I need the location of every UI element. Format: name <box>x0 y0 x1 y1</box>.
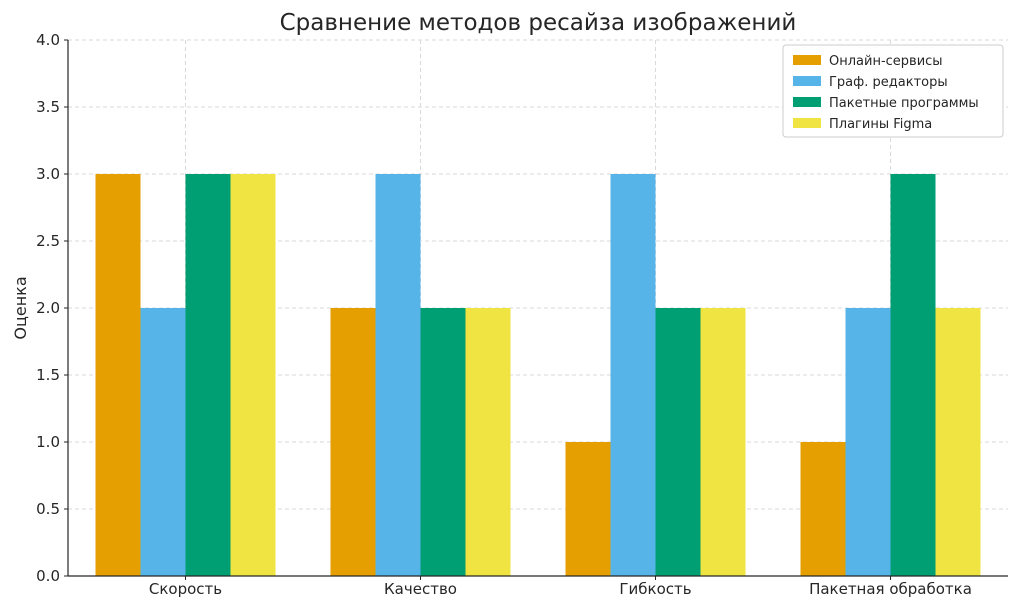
y-tick-label: 1.5 <box>36 366 60 384</box>
bar-2-1 <box>140 308 186 576</box>
x-tick-label: Качество <box>384 580 457 598</box>
bar-1-4 <box>800 442 846 576</box>
legend-label: Плагины Figma <box>829 117 932 132</box>
bar-2-4 <box>845 308 891 576</box>
bars <box>95 174 981 576</box>
chart-title: Сравнение методов ресайза изображений <box>280 10 797 36</box>
legend-label: Граф. редакторы <box>829 75 948 90</box>
bar-3-1 <box>185 174 231 576</box>
bar-3-4 <box>890 174 936 576</box>
x-tick-label: Пакетная обработка <box>809 580 972 598</box>
legend-box <box>782 44 1004 138</box>
bar-4-1 <box>230 174 276 576</box>
bar-2-2 <box>375 174 421 576</box>
y-tick-label: 1.0 <box>36 433 60 451</box>
x-tick-label: Гибкость <box>619 580 691 598</box>
bar-1-2 <box>330 308 376 576</box>
y-tick-label: 3.0 <box>36 165 60 183</box>
bar-4-2 <box>465 308 511 576</box>
y-tick-label: 2.0 <box>36 299 60 317</box>
x-tick-label: Скорость <box>149 580 222 598</box>
legend-swatch <box>793 118 821 128</box>
y-tick-label: 4.0 <box>36 31 60 49</box>
bar-3-3 <box>655 308 701 576</box>
y-tick-label: 0.5 <box>36 500 60 518</box>
legend: Онлайн-сервисы Граф. редакторы Пакетные пр… <box>782 44 1004 138</box>
legend-label: Пакетные программы <box>829 96 979 111</box>
bar-1-1 <box>95 174 141 576</box>
bar-4-3 <box>700 308 746 576</box>
y-tick-label: 0.0 <box>36 567 60 585</box>
bar-4-4 <box>935 308 981 576</box>
bar-2-3 <box>610 174 656 576</box>
legend-label: Онлайн-сервисы <box>829 54 943 69</box>
y-tick-label: 3.5 <box>36 98 60 116</box>
legend-swatch <box>793 97 821 107</box>
legend-swatch <box>793 76 821 86</box>
y-axis-label: Оценка <box>11 276 30 339</box>
legend-swatch <box>793 55 821 65</box>
bar-3-2 <box>420 308 466 576</box>
bar-1-3 <box>565 442 611 576</box>
y-tick-label: 2.5 <box>36 232 60 250</box>
tick-labels: 0.0 0.5 1.0 1.5 2.0 2.5 3.0 3.5 4.0 Скорость Качес… <box>36 31 972 598</box>
